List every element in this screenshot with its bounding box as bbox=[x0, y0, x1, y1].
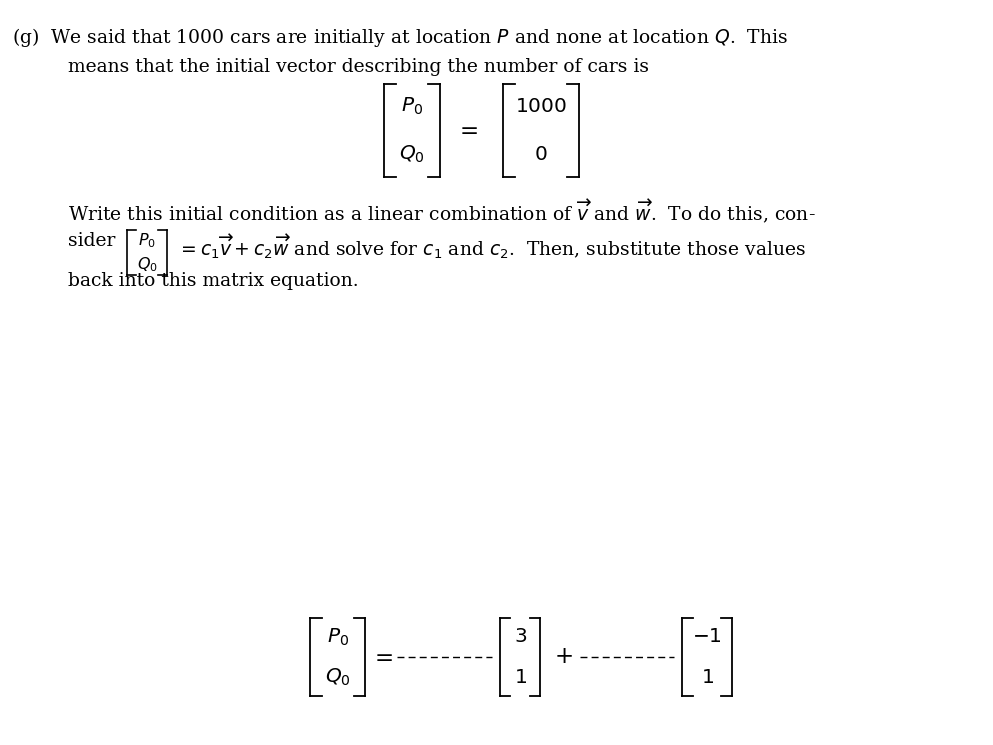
Text: $-1$: $-1$ bbox=[692, 627, 722, 647]
Text: $1$: $1$ bbox=[700, 668, 714, 687]
Text: $Q_0$: $Q_0$ bbox=[325, 667, 351, 688]
Text: $+$: $+$ bbox=[554, 646, 572, 668]
Text: $P_0$: $P_0$ bbox=[401, 95, 423, 117]
Text: $1$: $1$ bbox=[513, 668, 527, 687]
Text: $=$: $=$ bbox=[455, 119, 479, 142]
Text: $= c_1\overrightarrow{v} + c_2\overrightarrow{w}$ and solve for $c_1$ and $c_2$.: $= c_1\overrightarrow{v} + c_2\overright… bbox=[177, 232, 806, 261]
Text: $1000$: $1000$ bbox=[515, 97, 567, 116]
Text: Write this initial condition as a linear combination of $\overrightarrow{v}$ and: Write this initial condition as a linear… bbox=[68, 197, 815, 225]
Text: $0$: $0$ bbox=[534, 145, 548, 164]
Text: means that the initial vector describing the number of cars is: means that the initial vector describing… bbox=[68, 58, 648, 76]
Text: $Q_0$: $Q_0$ bbox=[399, 144, 425, 165]
Text: back into this matrix equation.: back into this matrix equation. bbox=[68, 272, 358, 290]
Text: (g)  We said that 1000 cars are initially at location $P$ and none at location $: (g) We said that 1000 cars are initially… bbox=[12, 26, 788, 49]
Text: $P_0$: $P_0$ bbox=[327, 627, 349, 647]
Text: sider: sider bbox=[68, 232, 115, 250]
Text: $Q_0$: $Q_0$ bbox=[136, 256, 158, 274]
Text: $3$: $3$ bbox=[513, 627, 527, 647]
Text: $P_0$: $P_0$ bbox=[138, 231, 156, 250]
Text: $=$: $=$ bbox=[369, 646, 393, 668]
